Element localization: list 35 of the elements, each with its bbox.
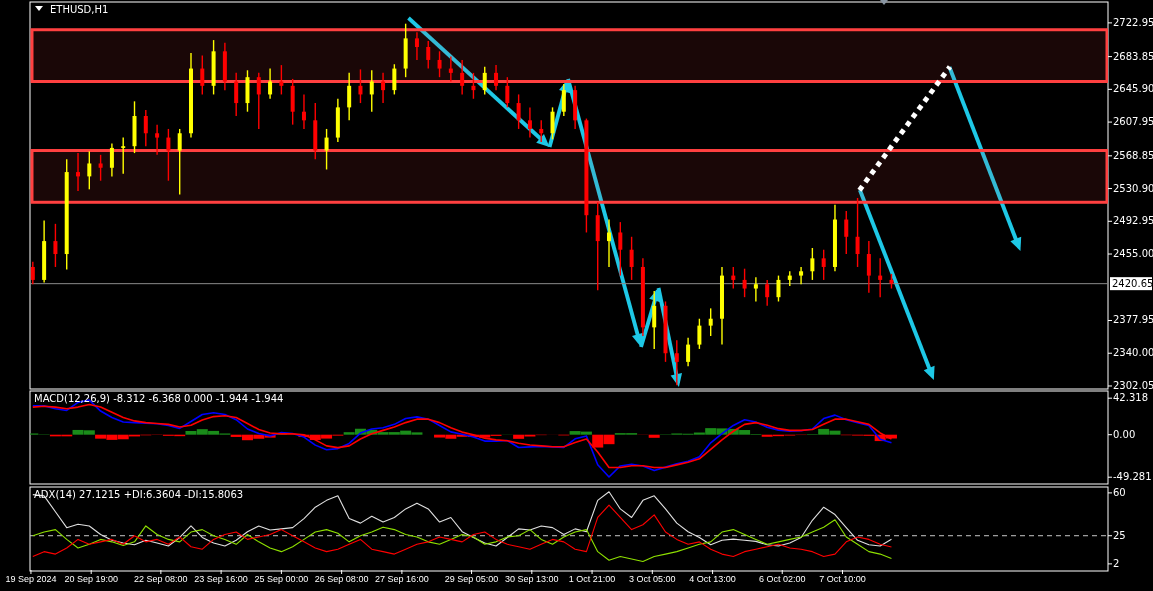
y-tick-label: 0.00 [1113, 428, 1136, 440]
x-tick-label: 3 Oct 05:00 [629, 574, 676, 584]
x-tick-label: 27 Sep 16:00 [375, 574, 429, 584]
x-tick-label: 6 Oct 02:00 [758, 574, 806, 584]
ref-line-label: 2420.65 [1112, 277, 1153, 289]
y-tick-label: 2302.05 [1113, 379, 1153, 391]
x-tick-label: 23 Sep 16:00 [194, 574, 248, 584]
y-tick-label: 2530.90 [1113, 182, 1153, 194]
chart-title: ETHUSD,H1 [50, 4, 109, 15]
x-tick-label: 26 Sep 08:00 [314, 574, 369, 584]
y-tick-label: 2722.95 [1113, 16, 1153, 28]
chart-title: MACD(12,26,9) -8.312 -6.368 0.000 -1.944 -1.944 [34, 393, 284, 404]
y-tick-label: 60 [1113, 486, 1126, 498]
x-tick-label: 25 Sep 00:00 [254, 574, 309, 584]
y-tick-label: 2455.00 [1113, 248, 1153, 260]
x-tick-label: 19 Sep 2024 [5, 574, 57, 584]
x-tick-label: 22 Sep 08:00 [134, 574, 188, 584]
x-tick-label: 30 Sep 13:00 [505, 574, 559, 584]
x-tick-label: 1 Oct 21:00 [568, 574, 616, 584]
x-tick-label: 20 Sep 19:00 [64, 574, 118, 584]
chart-title: ADX(14) 27.1215 +DI:6.3604 -DI:15.8063 [34, 489, 244, 500]
y-tick-label: 25 [1113, 529, 1126, 541]
x-tick-label: 4 Oct 13:00 [689, 574, 736, 584]
y-tick-label: 2492.95 [1113, 215, 1153, 227]
y-tick-label: 2568.85 [1113, 149, 1153, 161]
y-tick-label: 2 [1113, 557, 1120, 569]
y-tick-label: 42.318 [1113, 392, 1148, 404]
x-tick-label: 29 Sep 05:00 [444, 574, 499, 584]
y-tick-label: 2683.85 [1113, 50, 1153, 62]
y-tick-label: 2607.95 [1113, 116, 1153, 128]
y-tick-label: 2377.95 [1113, 314, 1153, 326]
x-tick-label: 7 Oct 10:00 [819, 574, 866, 584]
y-tick-label: 2645.90 [1113, 83, 1153, 95]
y-tick-label: -49.281 [1113, 471, 1152, 483]
y-tick-label: 2340.00 [1113, 347, 1153, 359]
